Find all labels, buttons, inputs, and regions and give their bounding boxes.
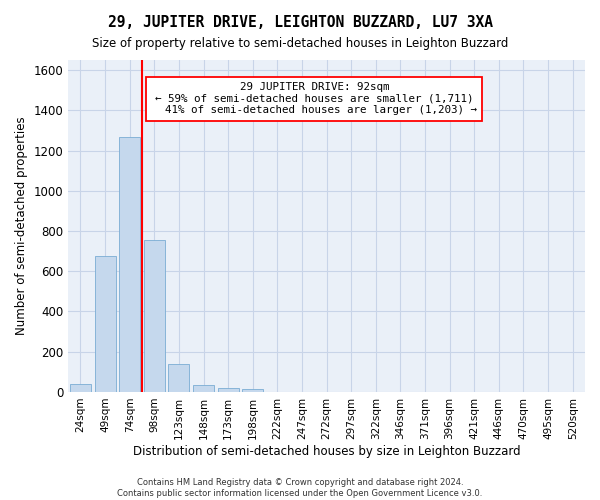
Bar (193, 385, 214, 392)
Bar (70, 384, 91, 392)
Bar (169, 364, 190, 392)
Bar (218, 388, 239, 392)
Text: Size of property relative to semi-detached houses in Leighton Buzzard: Size of property relative to semi-detach… (92, 38, 508, 51)
Bar (95, 256, 116, 392)
Text: 29 JUPITER DRIVE: 92sqm
← 59% of semi-detached houses are smaller (1,711)
  41% : 29 JUPITER DRIVE: 92sqm ← 59% of semi-de… (152, 82, 477, 116)
Text: 29, JUPITER DRIVE, LEIGHTON BUZZARD, LU7 3XA: 29, JUPITER DRIVE, LEIGHTON BUZZARD, LU7… (107, 15, 493, 30)
Text: Contains HM Land Registry data © Crown copyright and database right 2024.
Contai: Contains HM Land Registry data © Crown c… (118, 478, 482, 498)
X-axis label: Distribution of semi-detached houses by size in Leighton Buzzard: Distribution of semi-detached houses by … (133, 444, 520, 458)
Bar (119, 138, 140, 392)
Bar (144, 240, 165, 392)
Y-axis label: Number of semi-detached properties: Number of semi-detached properties (15, 116, 28, 336)
Bar (242, 389, 263, 392)
